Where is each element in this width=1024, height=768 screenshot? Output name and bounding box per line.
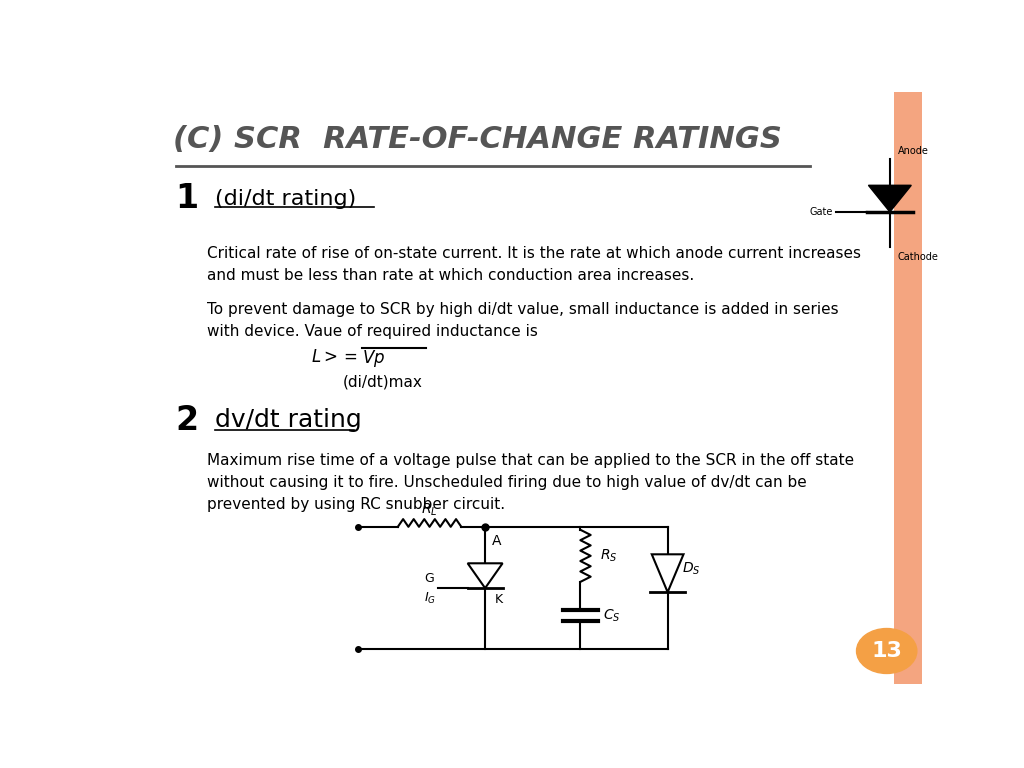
- Text: $D_S$: $D_S$: [682, 561, 700, 577]
- Text: (di/dt rating): (di/dt rating): [215, 189, 356, 209]
- Text: K: K: [495, 593, 503, 606]
- Text: (C) SCR  RATE-OF-CHANGE RATINGS: (C) SCR RATE-OF-CHANGE RATINGS: [173, 125, 781, 154]
- Text: To prevent damage to SCR by high di/dt value, small inductance is added in serie: To prevent damage to SCR by high di/dt v…: [207, 302, 839, 339]
- Text: Anode: Anode: [898, 146, 929, 156]
- Text: Critical rate of rise of on-state current. It is the rate at which anode current: Critical rate of rise of on-state curren…: [207, 246, 861, 283]
- Text: 1: 1: [176, 182, 199, 215]
- Text: 13: 13: [871, 641, 902, 661]
- Polygon shape: [468, 563, 503, 588]
- Text: $R_S$: $R_S$: [600, 548, 617, 564]
- Text: 2: 2: [176, 404, 199, 437]
- Text: (di/dt)max: (di/dt)max: [342, 375, 422, 390]
- Polygon shape: [652, 554, 684, 592]
- Text: $C_S$: $C_S$: [602, 607, 621, 624]
- Bar: [894, 92, 922, 684]
- Text: G: G: [424, 572, 433, 585]
- Text: $L>=$: $L>=$: [310, 348, 357, 366]
- Text: Cathode: Cathode: [898, 252, 939, 262]
- Text: $I_G$: $I_G$: [424, 591, 436, 606]
- Text: dv/dt rating: dv/dt rating: [215, 409, 362, 432]
- Text: Gate: Gate: [809, 207, 833, 217]
- Text: A: A: [492, 534, 501, 548]
- Text: Maximum rise time of a voltage pulse that can be applied to the SCR in the off s: Maximum rise time of a voltage pulse tha…: [207, 453, 854, 512]
- Text: $Vp$: $Vp$: [362, 348, 385, 369]
- Text: $R_L$: $R_L$: [421, 502, 438, 518]
- Polygon shape: [868, 185, 911, 212]
- Circle shape: [856, 628, 916, 674]
